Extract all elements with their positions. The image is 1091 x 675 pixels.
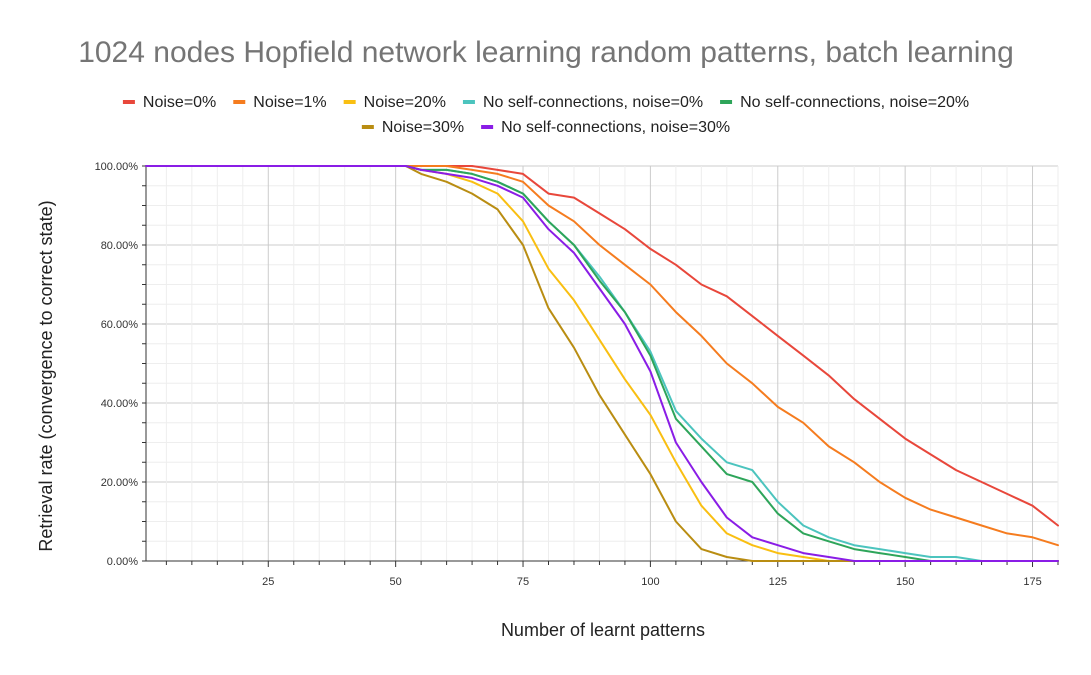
axes: 25 50 75 100 125 150 175 0.00% 20.00% 40.00% 60.00… (95, 161, 1059, 588)
legend-label: Noise=1% (253, 94, 326, 111)
legend-swatch (361, 125, 374, 129)
x-tick-label: 100 (641, 576, 659, 588)
x-tick-label: 50 (390, 576, 402, 588)
series-line-6 (145, 165, 1059, 562)
y-tick-label: 60.00% (101, 319, 139, 331)
y-axis-title: Retrieval rate (convergence to correct s… (36, 200, 56, 551)
x-tick-label: 75 (517, 576, 529, 588)
legend-label: Noise=20% (364, 94, 446, 111)
y-tick-label: 100.00% (95, 161, 139, 173)
legend-label: Noise=30% (382, 119, 464, 136)
legend-label: Noise=0% (143, 94, 216, 111)
legend-label: No self-connections, noise=20% (740, 94, 969, 111)
series-line-4 (145, 165, 1059, 562)
legend-swatch (481, 125, 494, 129)
chart-title: 1024 nodes Hopfield network learning ran… (78, 36, 1014, 69)
y-tick-label: 20.00% (101, 477, 139, 489)
x-tick-label: 125 (769, 576, 787, 588)
x-tick-label: 150 (896, 576, 914, 588)
legend-label: No self-connections, noise=30% (501, 119, 730, 136)
gridlines (146, 165, 1059, 562)
series-line-0 (145, 165, 1059, 527)
y-tick-label: 40.00% (101, 398, 139, 410)
legend: Noise=0% Noise=1% Noise=20% No self-connect… (122, 94, 969, 136)
legend-swatch (343, 100, 356, 104)
x-tick-label: 175 (1023, 576, 1041, 588)
x-tick-label: 25 (262, 576, 274, 588)
legend-swatch (462, 100, 475, 104)
legend-swatch (122, 100, 135, 104)
legend-swatch (233, 100, 246, 104)
series-line-1 (145, 165, 1059, 547)
legend-swatch (720, 100, 733, 104)
y-tick-label: 80.00% (101, 240, 139, 252)
series-line-5 (145, 165, 1059, 562)
series-group (145, 165, 1059, 562)
y-tick-label: 0.00% (107, 556, 138, 568)
x-axis-title: Number of learnt patterns (501, 620, 705, 640)
legend-label: No self-connections, noise=0% (483, 94, 703, 111)
